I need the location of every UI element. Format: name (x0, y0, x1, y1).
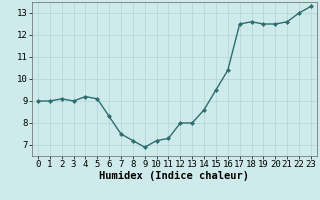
X-axis label: Humidex (Indice chaleur): Humidex (Indice chaleur) (100, 171, 249, 181)
